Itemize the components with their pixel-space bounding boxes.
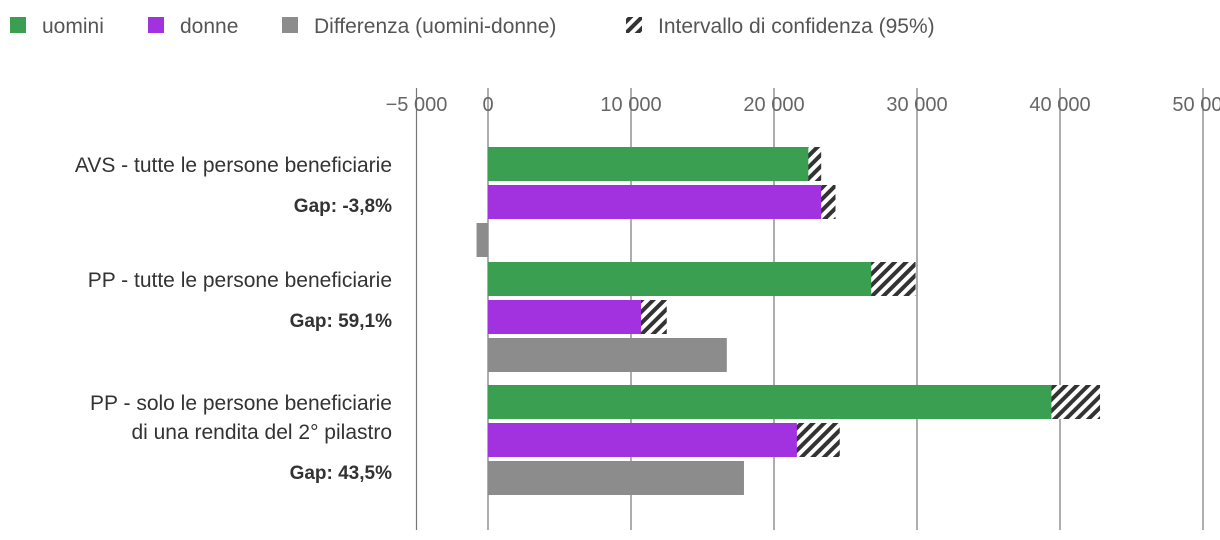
legend-swatch-uomini	[10, 17, 26, 33]
tick-label: 0	[482, 94, 493, 116]
ci-donne	[821, 185, 836, 219]
category-labels: AVS - tutte le persone beneficiarie Gap: …	[75, 154, 392, 484]
gap-label: Gap: 59,1%	[290, 311, 393, 332]
tick-label: 10 000	[600, 94, 661, 116]
legend-swatch-diff	[282, 17, 298, 33]
tick-label: 20 000	[743, 94, 804, 116]
legend-label-ci: Intervallo di confidenza (95%)	[658, 15, 935, 38]
gap-label: Gap: -3,8%	[294, 196, 392, 217]
ci-donne	[641, 300, 667, 334]
ci-uomini	[1051, 385, 1101, 419]
gap-label: Gap: 43,5%	[290, 463, 393, 484]
bars	[476, 147, 1101, 495]
x-axis-ticks: −5 000 0 10 000 20 000 30 000 40 000 50 000	[386, 94, 1220, 116]
ci-donne	[796, 423, 840, 457]
bar-uomini	[488, 147, 813, 181]
legend-label-uomini: uomini	[42, 15, 104, 38]
ci-uomini	[871, 262, 916, 296]
legend-label-donne: donne	[180, 15, 238, 38]
bar-donne	[488, 185, 826, 219]
bar-diff	[476, 223, 488, 257]
bar-donne	[488, 300, 653, 334]
bar-diff	[488, 338, 727, 372]
bar-uomini	[488, 385, 1075, 419]
category-label: AVS - tutte le persone beneficiarie	[75, 154, 392, 177]
tick-label: 30 000	[886, 94, 947, 116]
ci-uomini	[808, 147, 822, 181]
category-label: PP - solo le persone beneficiarie	[90, 392, 392, 415]
category-label: PP - tutte le persone beneficiarie	[88, 269, 392, 292]
tick-label: 50 000	[1172, 94, 1220, 116]
legend-swatch-donne	[148, 17, 164, 33]
tick-label: 40 000	[1029, 94, 1090, 116]
legend-swatch-ci	[626, 17, 642, 33]
tick-label: −5 000	[386, 94, 448, 116]
bar-diff	[488, 461, 744, 495]
category-label: di una rendita del 2° pilastro	[131, 421, 392, 444]
legend: uomini donne Differenza (uomini-donne) Inte…	[10, 15, 935, 38]
legend-label-diff: Differenza (uomini-donne)	[314, 15, 556, 38]
bar-uomini	[488, 262, 892, 296]
bar-donne	[488, 423, 817, 457]
